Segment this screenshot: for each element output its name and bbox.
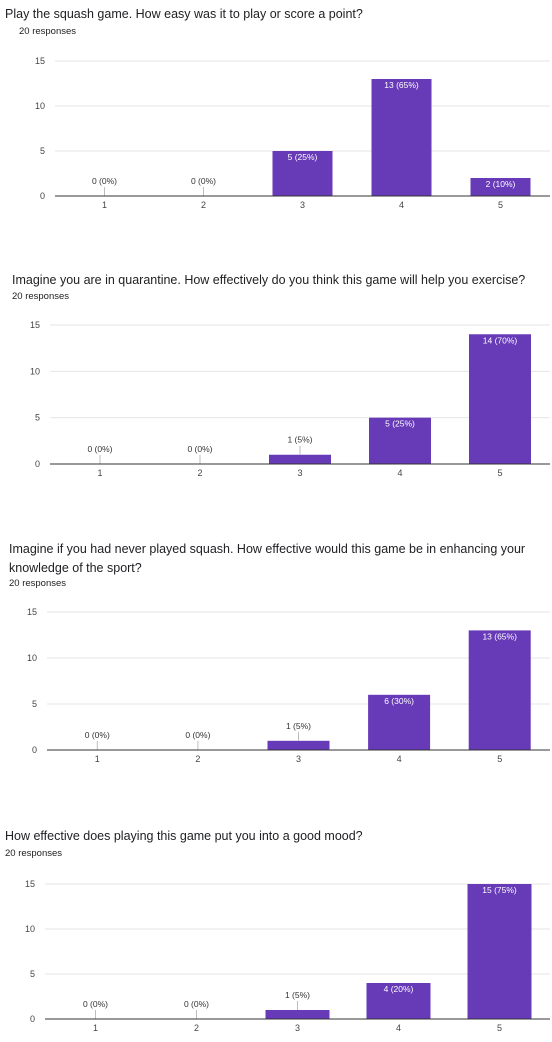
data-label: 4 (20%) (384, 984, 414, 994)
question-title-1: Play the squash game. How easy was it to… (5, 5, 363, 24)
x-tick-label: 1 (97, 468, 102, 478)
bar-chart-2: 0 (0%) 0 (0%)1 (5%)5 (25%)14 (70%)0510151… (30, 320, 550, 478)
bar (269, 454, 331, 464)
data-label: 0 (0%) (187, 444, 212, 454)
gridlines (47, 611, 550, 705)
bar (470, 178, 531, 196)
bar (272, 151, 333, 196)
x-tick-label: 2 (195, 754, 200, 764)
data-label: 6 (30%) (384, 696, 414, 706)
data-labels: 0 (0%) 0 (0%) 1 (5%) 6 (30%) 13 (65%) (85, 631, 517, 750)
y-tick-label: 15 (35, 56, 45, 66)
data-label: 0 (0%) (185, 730, 210, 740)
y-tick-label: 5 (40, 146, 45, 156)
data-label: 5 (25%) (385, 419, 415, 429)
bar (369, 417, 431, 464)
response-count-2: 20 responses (12, 291, 70, 302)
data-label: 1 (5%) (286, 721, 311, 731)
bars (272, 79, 531, 196)
response-count-4: 20 responses (5, 848, 63, 859)
gridlines (45, 883, 550, 975)
x-tick-label: 4 (397, 468, 402, 478)
x-tick-label: 2 (201, 200, 206, 210)
question-title-2: Imagine you are in quarantine. How effec… (12, 271, 525, 290)
bars (267, 630, 531, 750)
bar (267, 740, 330, 750)
data-label: 0 (0%) (85, 730, 110, 740)
y-tick-label: 0 (32, 745, 37, 755)
question-title-line: Play the squash game. How easy was it to… (5, 7, 363, 21)
bar-chart-1: 0 (0%) 0 (0%)5 (25%)13 (65%)2 (10%)051015… (35, 56, 550, 210)
x-tick-label: 5 (498, 200, 503, 210)
x-tick-label: 5 (497, 468, 502, 478)
bar-chart-4: 0 (0%) 0 (0%)1 (5%)4 (20%)15 (75%)0510151… (25, 879, 550, 1033)
question-title-3: Imagine if you had never played squash. … (9, 540, 525, 578)
bar (265, 1010, 330, 1019)
bar-chart-3: 0 (0%) 0 (0%)1 (5%)6 (30%)13 (65%)0510151… (27, 607, 550, 764)
data-label: 13 (65%) (482, 631, 517, 641)
data-label: 0 (0%) (184, 999, 209, 1009)
data-label: 1 (5%) (285, 990, 310, 1000)
x-tick-label: 5 (497, 1023, 502, 1033)
data-label: 13 (65%) (384, 80, 419, 90)
y-tick-label: 5 (32, 699, 37, 709)
x-tick-label: 4 (399, 200, 404, 210)
data-label: 2 (10%) (486, 179, 516, 189)
question-title-line: knowledge of the sport? (9, 561, 142, 575)
question-title-line: How effective does playing this game put… (5, 829, 363, 843)
y-tick-label: 5 (35, 413, 40, 423)
x-tick-label: 2 (194, 1023, 199, 1033)
x-tick-label: 3 (296, 754, 301, 764)
y-tick-label: 0 (40, 191, 45, 201)
question-title-4: How effective does playing this game put… (5, 827, 363, 846)
x-tick-label: 3 (300, 200, 305, 210)
y-tick-label: 10 (30, 366, 40, 376)
question-title-line: Imagine if you had never played squash. … (9, 542, 526, 556)
x-tick-label: 1 (93, 1023, 98, 1033)
bar (469, 334, 531, 464)
data-labels: 0 (0%) 0 (0%) 5 (25%) 13 (65%) 2 (10%) (92, 80, 516, 196)
gridlines (55, 60, 550, 152)
x-tick-label: 2 (197, 468, 202, 478)
data-label: 0 (0%) (92, 176, 117, 186)
x-tick-label: 3 (297, 468, 302, 478)
response-count-3: 20 responses (9, 578, 67, 589)
bar (467, 884, 532, 1019)
data-labels: 0 (0%) 0 (0%) 1 (5%) 5 (25%) 14 (70%) (87, 335, 517, 464)
y-tick-label: 5 (30, 969, 35, 979)
bar (468, 630, 531, 750)
bar (368, 694, 431, 750)
x-tick-label: 5 (497, 754, 502, 764)
data-label: 14 (70%) (483, 335, 518, 345)
gridlines (50, 324, 550, 419)
bars (265, 884, 532, 1019)
x-tick-label: 1 (102, 200, 107, 210)
x-tick-label: 4 (396, 1023, 401, 1033)
y-tick-label: 10 (35, 101, 45, 111)
y-tick-label: 10 (25, 924, 35, 934)
bar (371, 79, 432, 196)
x-tick-label: 1 (95, 754, 100, 764)
data-labels: 0 (0%) 0 (0%) 1 (5%) 4 (20%) 15 (75%) (83, 885, 517, 1019)
response-count-1: 20 responses (19, 26, 77, 37)
data-label: 0 (0%) (83, 999, 108, 1009)
bars (269, 334, 531, 464)
y-tick-label: 10 (27, 653, 37, 663)
y-tick-label: 15 (27, 607, 37, 617)
y-tick-label: 0 (30, 1014, 35, 1024)
data-label: 0 (0%) (87, 444, 112, 454)
x-tick-label: 4 (397, 754, 402, 764)
y-tick-label: 15 (25, 879, 35, 889)
question-title-line: Imagine you are in quarantine. How effec… (12, 273, 526, 287)
y-tick-label: 0 (35, 459, 40, 469)
bar (366, 983, 431, 1019)
data-label: 1 (5%) (287, 435, 312, 445)
data-label: 0 (0%) (191, 176, 216, 186)
data-label: 5 (25%) (288, 152, 318, 162)
x-tick-label: 3 (295, 1023, 300, 1033)
y-tick-label: 15 (30, 320, 40, 330)
data-label: 15 (75%) (482, 885, 517, 895)
